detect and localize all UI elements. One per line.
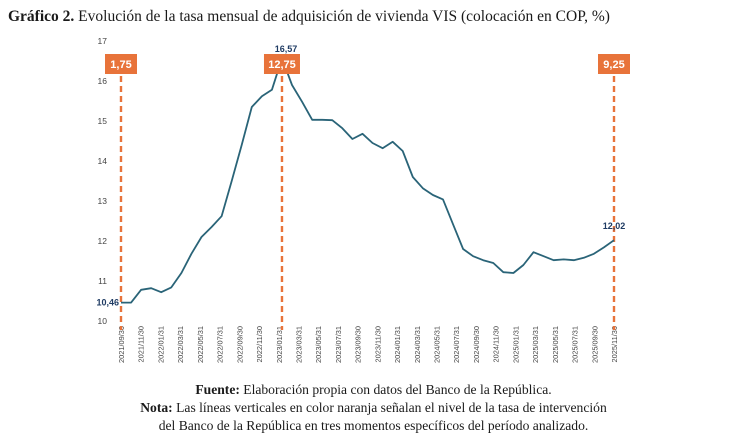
series-line xyxy=(121,57,615,304)
x-tick-label: 2024/07/31 xyxy=(452,326,461,363)
marker-box xyxy=(105,54,137,74)
x-tick-label: 2021/09/30 xyxy=(117,326,126,363)
line-chart: 10 11 12 13 14 15 16 17 2021/09/30 2021/11/30 2022… xyxy=(96,36,630,363)
y-tick-label: 13 xyxy=(98,196,108,206)
x-tick-label: 2024/11/30 xyxy=(492,326,501,362)
chart-title: Gráfico 2. Evolución de la tasa mensual … xyxy=(8,8,743,26)
x-tick-label: 2025/11/30 xyxy=(610,326,619,362)
marker-box xyxy=(263,54,300,74)
x-tick-label: 2023/01/31 xyxy=(275,326,284,363)
x-tick-label: 2022/03/31 xyxy=(176,326,185,363)
note-line-2: del Banco de la República en tres moment… xyxy=(158,418,589,433)
x-tick-label: 2025/05/31 xyxy=(551,326,560,363)
y-tick-label: 15 xyxy=(98,116,108,126)
y-tick-label: 11 xyxy=(98,276,107,286)
source-note: Fuente: Elaboración propia con datos del… xyxy=(0,381,747,399)
x-tick-label: 2023/11/30 xyxy=(373,326,382,362)
x-tick-label: 2022/07/31 xyxy=(216,326,225,363)
y-tick-label: 17 xyxy=(98,36,108,46)
chart-title-text: Evolución de la tasa mensual de adquisic… xyxy=(74,8,610,25)
y-tick-label: 12 xyxy=(98,236,108,246)
x-tick-label: 2025/07/31 xyxy=(571,326,580,363)
y-tick-label: 14 xyxy=(98,156,108,166)
source-label: Fuente: xyxy=(195,382,240,397)
x-tick-label: 2021/11/30 xyxy=(137,326,146,362)
x-tick-label: 2024/01/31 xyxy=(393,326,402,363)
source-text: Elaboración propia con datos del Banco d… xyxy=(239,382,552,397)
y-tick-label: 16 xyxy=(98,76,108,86)
marker-box-label: 1,75 xyxy=(110,59,131,71)
x-tick-label: 2023/07/31 xyxy=(334,326,343,363)
x-tick-label: 2023/09/30 xyxy=(354,326,363,363)
data-label: 10,46 xyxy=(96,298,119,308)
note-label: Nota: xyxy=(140,400,173,415)
y-tick-label: 10 xyxy=(98,316,108,326)
x-tick-label: 2025/03/31 xyxy=(531,326,540,363)
marker-box xyxy=(598,54,630,74)
x-tick-label: 2024/05/31 xyxy=(433,326,442,363)
data-label: 12,02 xyxy=(603,221,626,231)
x-tick-label: 2023/05/31 xyxy=(314,326,323,363)
x-tick-label: 2022/11/30 xyxy=(255,326,264,362)
note-line-1: Nota: Las líneas verticales en color nar… xyxy=(0,399,747,417)
marker-box-label: 9,25 xyxy=(603,59,624,71)
x-tick-label: 2024/09/30 xyxy=(472,326,481,363)
note-text-1: Las líneas verticales en color naranja s… xyxy=(172,400,607,415)
x-tick-label: 2022/01/31 xyxy=(156,326,165,363)
x-tick-label: 2024/03/31 xyxy=(413,326,422,363)
x-tick-label: 2022/05/31 xyxy=(196,326,205,363)
x-tick-label: 2025/01/31 xyxy=(511,326,520,363)
x-tick-label: 2025/09/30 xyxy=(590,326,599,363)
chart-title-number: Gráfico 2. xyxy=(8,8,75,25)
chart-footer: Fuente: Elaboración propia con datos del… xyxy=(0,381,747,435)
x-tick-label: 2023/03/31 xyxy=(294,326,303,363)
data-label: 16,57 xyxy=(275,44,298,54)
x-tick-label: 2022/09/30 xyxy=(235,326,244,363)
marker-box-label: 12,75 xyxy=(268,59,296,71)
